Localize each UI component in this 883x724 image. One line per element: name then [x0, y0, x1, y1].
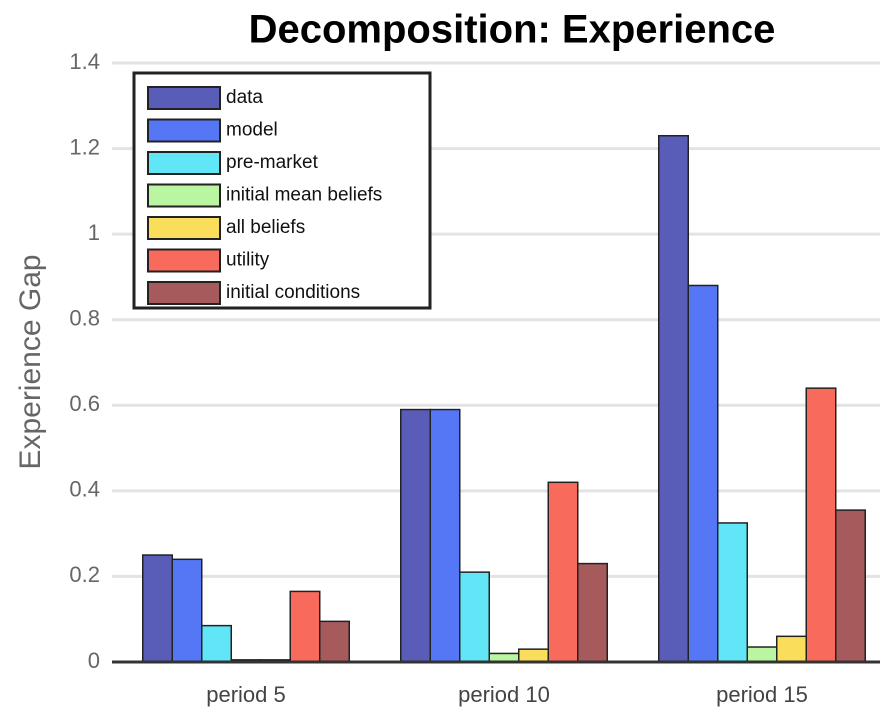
bar	[319, 620, 350, 663]
legend: data model pre-market initial mean beliefs a…	[132, 71, 432, 310]
legend-swatch	[147, 118, 221, 143]
bar	[776, 635, 807, 663]
bar	[201, 624, 232, 663]
x-tick-label: period 15	[716, 682, 808, 707]
bar	[289, 590, 321, 663]
bar	[429, 408, 461, 663]
legend-swatch	[147, 248, 221, 273]
legend-label: initial mean beliefs	[226, 185, 382, 206]
y-tick-label: 0.6	[69, 391, 100, 416]
legend-label: model	[226, 120, 278, 141]
legend-label: pre-market	[226, 152, 319, 173]
y-tick-label: 1	[88, 220, 100, 245]
bar	[400, 408, 431, 663]
legend-label: data	[226, 87, 263, 108]
legend-label: initial conditions	[226, 282, 360, 303]
legend-swatch	[147, 183, 221, 208]
x-tick-label: period 10	[458, 682, 550, 707]
bar	[805, 387, 837, 663]
bar	[459, 571, 490, 663]
bar	[518, 648, 549, 663]
legend-swatch	[147, 151, 221, 175]
y-tick-label: 0	[88, 648, 100, 673]
legend-label: utility	[226, 250, 270, 271]
bar	[547, 481, 579, 663]
y-tick-label: 1.2	[69, 134, 100, 159]
bar	[142, 554, 173, 663]
chart-title: Decomposition: Experience	[249, 8, 776, 52]
bar	[746, 646, 778, 663]
bar	[577, 562, 608, 663]
bar	[717, 522, 748, 663]
legend-label: all beliefs	[226, 217, 305, 238]
bar	[835, 509, 866, 663]
legend-swatch	[147, 86, 221, 110]
bar	[658, 134, 689, 663]
legend-swatch	[147, 281, 221, 305]
x-tick-label: period 5	[206, 682, 286, 707]
y-tick-label: 0.4	[69, 477, 100, 502]
y-axis-label: Experience Gap	[14, 254, 47, 469]
y-tick-label: 1.4	[69, 49, 100, 74]
bar	[687, 284, 719, 663]
y-tick-label: 0.8	[69, 306, 100, 331]
legend-swatch	[147, 216, 221, 240]
bar	[171, 558, 203, 663]
y-tick-label: 0.2	[69, 562, 100, 587]
